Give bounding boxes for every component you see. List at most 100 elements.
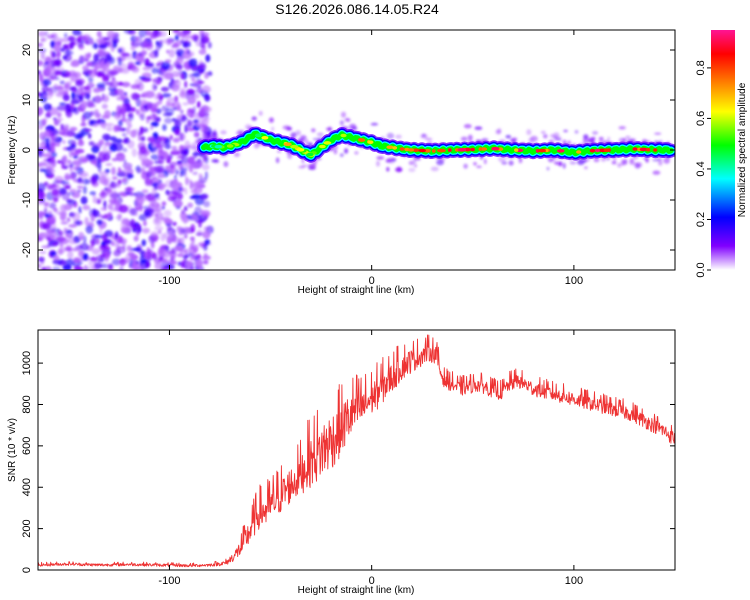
snr-x-ticks: -100 0 100 <box>158 330 583 587</box>
noise-blob <box>164 117 173 124</box>
noise-blob <box>38 232 48 239</box>
noise-blob <box>207 41 212 49</box>
noise-blob <box>163 232 169 239</box>
noise-blob <box>78 206 82 214</box>
noise-blob <box>91 248 101 255</box>
ridge-halo-blob <box>582 137 590 144</box>
noise-blob <box>97 199 101 205</box>
noise-blob <box>88 260 96 267</box>
noise-blob <box>73 133 81 139</box>
noise-blob <box>173 199 183 208</box>
noise-blob <box>185 176 189 186</box>
noise-blob <box>151 252 157 260</box>
noise-blob <box>101 233 106 242</box>
noise-blob <box>106 126 113 132</box>
noise-blob <box>188 73 194 79</box>
noise-blob <box>85 153 93 160</box>
noise-blob <box>196 68 206 73</box>
noise-blob <box>182 30 191 35</box>
ridge-halo-blob <box>652 170 661 175</box>
noise-blob <box>162 258 170 265</box>
noise-blob <box>186 127 195 132</box>
noise-blob <box>172 236 181 244</box>
noise-blob <box>196 100 201 109</box>
noise-blob <box>112 32 119 38</box>
noise-blob <box>123 97 130 106</box>
noise-blob <box>96 118 101 125</box>
noise-blob <box>188 58 198 68</box>
ridge-halo-blob <box>607 136 611 141</box>
noise-blob <box>149 201 155 206</box>
noise-blob <box>38 70 42 74</box>
noise-blob <box>49 91 55 97</box>
noise-blob <box>45 137 51 144</box>
noise-blob <box>188 51 195 57</box>
noise-blob <box>192 171 199 176</box>
ridge-halo-blob <box>663 157 670 164</box>
noise-blob <box>58 230 64 237</box>
noise-blob <box>144 58 150 67</box>
noise-blob <box>93 142 102 149</box>
ridge-halo-blob <box>463 124 472 129</box>
noise-blob <box>78 231 85 241</box>
noise-blob <box>108 92 118 96</box>
noise-blob <box>51 151 57 158</box>
noise-blob <box>104 239 112 245</box>
noise-blob <box>134 36 140 42</box>
noise-blob <box>58 105 63 110</box>
colorbar: 0.0 0.2 0.4 0.6 0.8 Normalized spectral ampl… <box>695 30 748 278</box>
noise-blob <box>204 171 209 180</box>
noise-blob <box>121 132 128 137</box>
noise-blob <box>69 188 77 193</box>
noise-blob <box>160 86 169 92</box>
noise-blob <box>163 209 172 217</box>
noise-blob <box>191 34 200 41</box>
noise-blob <box>154 225 164 231</box>
heatmap-layer <box>38 30 675 270</box>
noise-blob <box>102 145 108 153</box>
noise-blob <box>109 136 117 142</box>
noise-blob <box>41 37 48 42</box>
ridge-halo-blob <box>308 167 316 170</box>
spectrogram-x-tick-label: 100 <box>565 275 583 287</box>
noise-blob <box>198 49 207 55</box>
ridge-peak <box>491 146 500 151</box>
ridge-halo-blob <box>652 158 660 162</box>
noise-blob <box>102 133 111 141</box>
noise-blob <box>181 155 189 164</box>
noise-blob <box>183 169 187 178</box>
noise-blob <box>102 152 111 161</box>
noise-blob <box>205 54 211 63</box>
ridge-halo-blob <box>658 159 663 166</box>
snr-y-tick-label: 600 <box>21 437 33 455</box>
noise-blob <box>53 117 57 121</box>
noise-blob <box>96 238 100 245</box>
noise-blob <box>168 49 176 58</box>
ridge-peak <box>514 148 519 152</box>
colorbar-label: Normalized spectral amplitude <box>737 82 748 217</box>
noise-blob <box>201 210 211 218</box>
ridge-halo-blob <box>233 152 240 157</box>
noise-blob <box>195 232 203 237</box>
noise-blob <box>121 229 131 233</box>
noise-blob <box>49 250 57 257</box>
noise-blob <box>127 251 135 257</box>
ridge-halo-blob <box>422 133 426 137</box>
noise-blob <box>109 80 119 88</box>
ridge-halo-blob <box>386 167 390 172</box>
noise-blob <box>62 140 66 144</box>
noise-blob <box>121 177 127 183</box>
noise-blob <box>159 182 163 187</box>
noise-blob <box>175 34 179 41</box>
noise-blob <box>198 176 207 184</box>
noise-blob <box>145 77 153 81</box>
noise-blob <box>104 168 111 173</box>
ridge-halo-blob <box>474 126 483 130</box>
ridge-halo-blob <box>333 149 337 155</box>
ridge-halo-blob <box>624 158 628 165</box>
ridge-halo-blob <box>425 137 433 141</box>
noise-blob <box>86 266 97 270</box>
noise-blob <box>203 226 210 231</box>
noise-blob <box>126 125 131 135</box>
noise-blob <box>124 53 134 60</box>
